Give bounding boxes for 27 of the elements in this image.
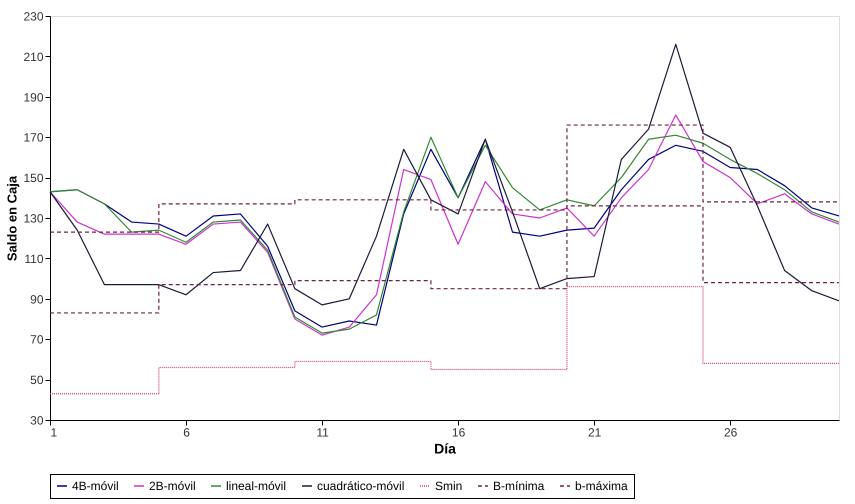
legend-label: B-mínima — [493, 479, 545, 493]
y-tick-label: 210 — [23, 50, 44, 64]
x-tick-label: 26 — [724, 426, 738, 440]
legend-label: lineal-móvil — [226, 479, 286, 493]
x-tick-label: 6 — [183, 426, 190, 440]
legend-label: Smin — [435, 479, 462, 493]
y-tick-label: 50 — [30, 373, 44, 388]
legend-label: cuadrático-móvil — [317, 479, 404, 493]
y-tick-label: 230 — [23, 10, 44, 24]
x-tick-label: 16 — [452, 426, 466, 440]
x-tick-label: 21 — [588, 426, 602, 440]
x-tick-label: 11 — [316, 426, 330, 440]
x-tick-label: 1 — [50, 426, 58, 440]
y-tick-label: 190 — [23, 90, 44, 104]
x-axis-title: Día — [434, 440, 456, 456]
y-axis-title: Saldo en Caja — [4, 175, 20, 262]
y-tick-label: 130 — [23, 212, 44, 226]
legend-label: b-máxima — [575, 479, 628, 493]
y-tick-label: 30 — [30, 414, 44, 428]
line-series — [49, 44, 840, 306]
legend-label: 4B-móvil — [72, 479, 119, 493]
y-tick-label: 170 — [23, 130, 44, 145]
y-tick-label: 70 — [30, 332, 44, 347]
legend-label: 2B-móvil — [149, 479, 196, 493]
y-tick-label: 150 — [23, 171, 44, 186]
y-tick-label: 110 — [24, 252, 44, 266]
y-tick-label: 90 — [30, 292, 44, 306]
